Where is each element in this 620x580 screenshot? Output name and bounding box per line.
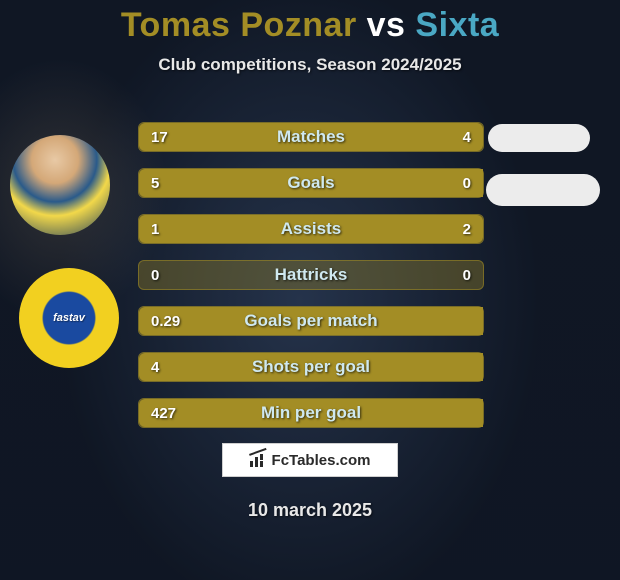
stat-value-right: 2: [451, 215, 483, 243]
stat-row: 1 Assists 2: [138, 214, 484, 244]
player2-club-placeholder: [486, 174, 600, 206]
infographic-content: Tomas Poznar vs Sixta Club competitions,…: [0, 0, 620, 580]
stat-label: Goals: [139, 169, 483, 197]
stat-value-right: [459, 307, 483, 335]
stat-label: Matches: [139, 123, 483, 151]
player2-avatar-placeholder: [488, 124, 590, 152]
player1-avatar: [10, 135, 110, 235]
title: Tomas Poznar vs Sixta: [0, 6, 620, 45]
stat-row: 5 Goals 0: [138, 168, 484, 198]
stat-row: 4 Shots per goal: [138, 352, 484, 382]
stat-value-right: 0: [451, 261, 483, 289]
vs-text: vs: [367, 6, 406, 44]
stat-value-right: [459, 353, 483, 381]
stat-value-right: [459, 399, 483, 427]
subtitle: Club competitions, Season 2024/2025: [0, 55, 620, 75]
player1-club-badge: fastav: [19, 268, 119, 368]
player1-name: Tomas Poznar: [121, 6, 357, 44]
stat-row: 0 Hattricks 0: [138, 260, 484, 290]
stat-label: Goals per match: [139, 307, 483, 335]
stat-row: 427 Min per goal: [138, 398, 484, 428]
club-badge-text: fastav: [36, 285, 102, 351]
stat-label: Min per goal: [139, 399, 483, 427]
chart-icon: [250, 453, 268, 467]
date-text: 10 march 2025: [0, 500, 620, 521]
watermark-text: FcTables.com: [272, 452, 371, 469]
stat-row: 0.29 Goals per match: [138, 306, 484, 336]
stat-label: Assists: [139, 215, 483, 243]
stats-bars: 17 Matches 4 5 Goals 0 1 Assists 2 0 Hat…: [138, 122, 484, 444]
stat-label: Hattricks: [139, 261, 483, 289]
watermark-box: FcTables.com: [222, 443, 398, 477]
stat-row: 17 Matches 4: [138, 122, 484, 152]
player2-name: Sixta: [415, 6, 499, 44]
stat-label: Shots per goal: [139, 353, 483, 381]
stat-value-right: 4: [451, 123, 483, 151]
stat-value-right: 0: [451, 169, 483, 197]
